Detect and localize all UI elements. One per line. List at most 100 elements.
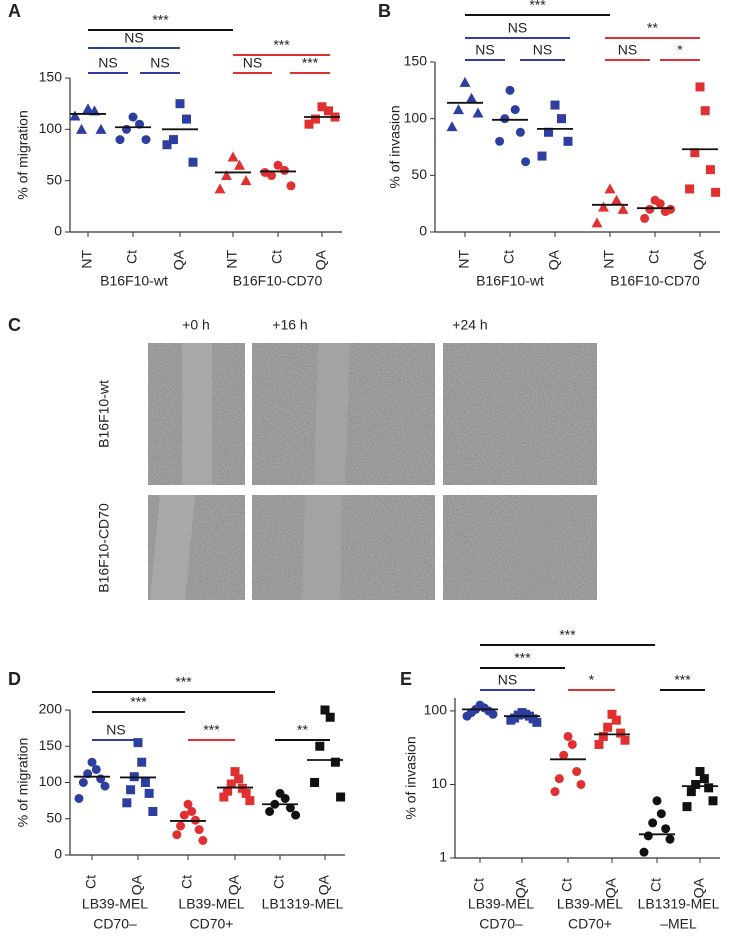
- x-tick-label: QA: [603, 877, 619, 898]
- data-point: [607, 709, 617, 719]
- data-point: [126, 785, 136, 795]
- data-point: [550, 787, 560, 797]
- data-point: [198, 836, 208, 845]
- data-point: [280, 165, 289, 175]
- image-texture: [443, 343, 597, 485]
- y-tick-label: 1: [439, 849, 447, 865]
- data-point: [495, 136, 505, 146]
- data-point: [510, 105, 520, 115]
- data-point: [598, 731, 608, 741]
- significance-label: NS: [508, 20, 527, 36]
- x-tick-label: Ct: [269, 250, 285, 264]
- group-label: CD70–: [479, 916, 523, 932]
- data-point: [462, 711, 472, 721]
- y-tick-label: 50: [411, 166, 427, 182]
- y-tick-label: 150: [39, 69, 63, 85]
- data-point: [194, 825, 204, 835]
- x-tick-label: Ct: [501, 250, 517, 264]
- significance-label: ***: [674, 672, 691, 688]
- data-point: [286, 181, 296, 191]
- data-point: [695, 767, 705, 777]
- data-point: [214, 183, 226, 194]
- column-title: +24 h: [452, 317, 487, 333]
- data-point: [705, 165, 715, 175]
- significance-label: NS: [124, 30, 143, 46]
- data-point: [665, 834, 675, 844]
- data-point: [472, 107, 484, 118]
- data-point: [162, 140, 172, 150]
- wound: [182, 343, 212, 485]
- data-point: [598, 201, 609, 212]
- data-point: [265, 807, 275, 816]
- y-axis-label: % of migration: [15, 738, 31, 827]
- y-axis-label: % of migration: [15, 110, 31, 199]
- group-label: B16F10-wt: [476, 273, 544, 289]
- data-point: [148, 807, 158, 816]
- x-tick-label: QA: [513, 877, 529, 898]
- x-tick-label: Ct: [83, 875, 99, 889]
- column-title: +16 h: [272, 317, 307, 333]
- wound: [302, 495, 342, 600]
- data-point: [639, 847, 649, 857]
- group-label: CD70+: [190, 916, 234, 932]
- data-point: [559, 750, 569, 760]
- significance-label: ***: [130, 694, 147, 710]
- data-point: [69, 110, 81, 121]
- micrographs: [148, 343, 597, 600]
- y-tick-label: 100: [404, 109, 428, 125]
- data-point: [324, 106, 333, 116]
- group-label: CD70–: [93, 916, 137, 932]
- data-point: [682, 802, 692, 812]
- y-axis-label: % of invasion: [387, 105, 403, 188]
- y-tick-label: 100: [424, 702, 448, 718]
- data-point: [140, 778, 150, 787]
- data-point: [230, 767, 240, 777]
- data-point: [336, 792, 346, 802]
- y-tick-label: 200: [39, 701, 63, 717]
- data-point: [515, 127, 525, 137]
- panel-label: E: [400, 669, 412, 689]
- significance-label: **: [297, 722, 308, 738]
- data-point: [78, 778, 88, 787]
- wound: [520, 495, 550, 600]
- data-point: [652, 796, 662, 806]
- data-point: [183, 799, 193, 809]
- panel-label: B: [378, 1, 391, 21]
- x-tick-label: NT: [224, 250, 240, 269]
- significance-label: *: [677, 42, 683, 58]
- wound: [314, 343, 350, 485]
- data-point: [521, 157, 531, 167]
- data-point: [128, 112, 138, 122]
- column-title: +0 h: [182, 317, 210, 333]
- data-point: [550, 100, 560, 110]
- group-label: LB39-MEL: [82, 896, 148, 912]
- data-point: [320, 705, 330, 715]
- data-point: [506, 715, 516, 725]
- data-point: [241, 788, 251, 798]
- data-point: [695, 82, 705, 92]
- data-point: [611, 715, 621, 725]
- data-point: [325, 712, 335, 722]
- data-point: [704, 783, 714, 793]
- data-point: [311, 114, 320, 124]
- significance-label: ***: [273, 37, 290, 53]
- data-point: [144, 788, 154, 798]
- data-point: [245, 796, 255, 806]
- significance-label: ***: [302, 55, 319, 71]
- y-tick-label: 150: [404, 53, 428, 69]
- significance-label: NS: [498, 672, 517, 688]
- significance-label: NS: [475, 42, 494, 58]
- data-point: [691, 779, 701, 789]
- wound: [150, 495, 195, 600]
- data-point: [655, 199, 665, 209]
- group-label: LB39-MEL: [178, 896, 244, 912]
- y-tick-label: 50: [46, 171, 62, 187]
- y-tick-label: 150: [39, 737, 63, 753]
- data-point: [315, 741, 325, 751]
- data-point: [182, 114, 191, 124]
- image-texture: [252, 495, 435, 600]
- data-point: [643, 831, 653, 841]
- data-point: [226, 779, 236, 789]
- significance-label: ***: [514, 650, 531, 666]
